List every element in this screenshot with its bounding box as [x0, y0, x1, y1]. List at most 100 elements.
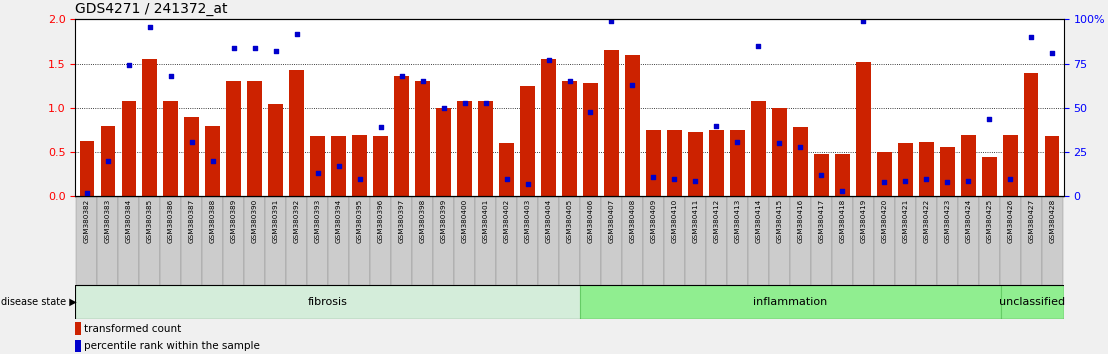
Bar — [936, 196, 957, 285]
Bar — [793, 127, 808, 196]
Text: GSM380397: GSM380397 — [399, 199, 404, 244]
Text: GSM380408: GSM380408 — [629, 199, 636, 244]
Text: GSM380389: GSM380389 — [230, 199, 237, 244]
Point — [183, 139, 201, 144]
Bar — [625, 55, 639, 196]
Point — [917, 176, 935, 182]
Bar — [76, 196, 98, 285]
Bar — [1020, 196, 1042, 285]
Bar — [479, 101, 493, 196]
Text: GSM380422: GSM380422 — [923, 199, 930, 244]
Point — [938, 179, 956, 185]
Text: GSM380423: GSM380423 — [944, 199, 951, 244]
Point — [204, 158, 222, 164]
Text: GSM380394: GSM380394 — [336, 199, 341, 244]
Text: GSM380426: GSM380426 — [1007, 199, 1013, 244]
Bar — [897, 143, 913, 196]
Text: GSM380396: GSM380396 — [378, 199, 383, 244]
Text: GSM380407: GSM380407 — [608, 199, 615, 244]
Bar — [458, 101, 472, 196]
Text: GSM380406: GSM380406 — [587, 199, 594, 244]
Bar — [604, 51, 619, 196]
Bar — [895, 196, 915, 285]
Bar — [751, 101, 766, 196]
Text: GSM380425: GSM380425 — [986, 199, 992, 244]
Bar — [915, 196, 936, 285]
Point — [854, 18, 872, 24]
Bar — [226, 81, 242, 196]
Bar — [874, 196, 895, 285]
Bar — [517, 196, 538, 285]
Bar — [1001, 285, 1064, 319]
Text: GSM380388: GSM380388 — [209, 199, 216, 244]
Point — [875, 179, 893, 185]
Text: GSM380405: GSM380405 — [566, 199, 573, 244]
Bar — [352, 135, 367, 196]
Bar — [184, 117, 199, 196]
Text: GSM380413: GSM380413 — [735, 199, 740, 244]
Bar — [1042, 196, 1063, 285]
Point — [540, 57, 557, 63]
Bar — [832, 196, 853, 285]
Text: GSM380418: GSM380418 — [839, 199, 845, 244]
Bar — [999, 196, 1020, 285]
Text: GDS4271 / 241372_at: GDS4271 / 241372_at — [75, 2, 228, 16]
Point — [99, 158, 116, 164]
Bar — [982, 156, 996, 196]
Text: GSM380402: GSM380402 — [503, 199, 510, 244]
Bar — [814, 154, 829, 196]
Text: GSM380382: GSM380382 — [84, 199, 90, 244]
Text: GSM380417: GSM380417 — [819, 199, 824, 244]
Text: GSM380391: GSM380391 — [273, 199, 279, 244]
Bar — [370, 196, 391, 285]
Bar — [331, 136, 346, 196]
Bar — [268, 104, 283, 196]
Bar — [454, 196, 475, 285]
Point — [476, 100, 494, 105]
Bar — [685, 196, 706, 285]
Bar — [583, 83, 598, 196]
Text: GSM380409: GSM380409 — [650, 199, 656, 244]
Text: GSM380398: GSM380398 — [420, 199, 425, 244]
Bar — [790, 196, 811, 285]
Text: GSM380410: GSM380410 — [671, 199, 677, 244]
Bar — [161, 196, 182, 285]
Bar — [664, 196, 685, 285]
Point — [351, 176, 369, 182]
Bar — [562, 81, 577, 196]
Point — [434, 105, 452, 111]
Bar — [265, 196, 286, 285]
Text: GSM380384: GSM380384 — [126, 199, 132, 244]
Bar — [706, 196, 727, 285]
Text: percentile rank within the sample: percentile rank within the sample — [84, 341, 260, 351]
Bar — [579, 196, 601, 285]
Bar — [80, 141, 94, 196]
Point — [413, 79, 431, 84]
Point — [162, 73, 179, 79]
Text: GSM380383: GSM380383 — [105, 199, 111, 244]
Bar — [876, 152, 892, 196]
Bar — [416, 81, 430, 196]
Text: GSM380414: GSM380414 — [756, 199, 761, 244]
Text: GSM380392: GSM380392 — [294, 199, 300, 244]
Point — [392, 73, 410, 79]
Text: GSM380399: GSM380399 — [441, 199, 447, 244]
Bar — [500, 143, 514, 196]
Bar — [164, 101, 178, 196]
Bar — [244, 196, 265, 285]
Bar — [560, 196, 579, 285]
Text: GSM380404: GSM380404 — [545, 199, 552, 244]
Bar — [709, 130, 724, 196]
Text: GSM380415: GSM380415 — [777, 199, 782, 244]
Text: GSM380427: GSM380427 — [1028, 199, 1034, 244]
Bar — [622, 196, 643, 285]
Bar — [289, 70, 304, 196]
Bar — [957, 196, 978, 285]
Bar — [772, 108, 787, 196]
Point — [645, 174, 663, 180]
Text: disease state ▶: disease state ▶ — [1, 297, 76, 307]
Point — [78, 190, 95, 196]
Text: GSM380390: GSM380390 — [252, 199, 258, 244]
Bar — [727, 196, 748, 285]
Text: GSM380387: GSM380387 — [188, 199, 195, 244]
